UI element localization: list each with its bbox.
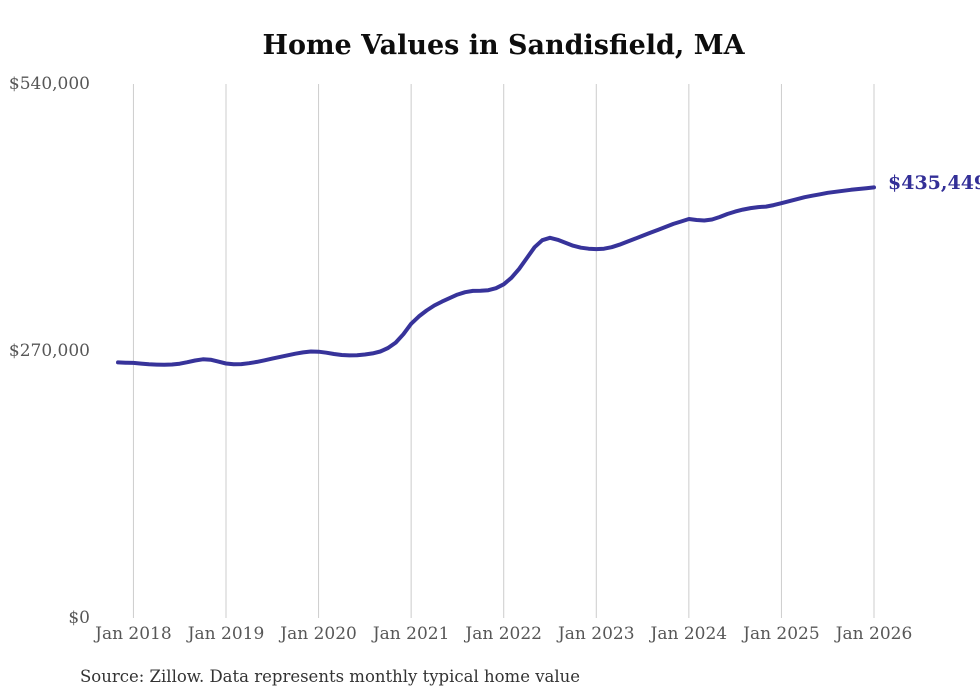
x-tick-label: Jan 2022	[465, 624, 542, 644]
x-tick-label: Jan 2023	[557, 624, 635, 644]
x-tick-label: Jan 2021	[372, 624, 450, 644]
y-tick-label: $270,000	[8, 341, 90, 361]
y-tick-label: $0	[68, 608, 90, 628]
home-value-line	[116, 185, 876, 367]
x-tick-label: Jan 2019	[187, 624, 265, 644]
x-tick-label: Jan 2025	[743, 624, 820, 644]
source-note: Source: Zillow. Data represents monthly …	[80, 667, 581, 686]
x-tick-label: Jan 2026	[835, 624, 913, 644]
x-tick-label: Jan 2018	[95, 624, 172, 644]
y-tick-label: $540,000	[8, 74, 90, 94]
chart-title: Home Values in Sandisfield, MA	[262, 30, 745, 61]
end-value-label: $435,449	[888, 172, 980, 195]
x-tick-label: Jan 2020	[280, 624, 357, 644]
x-tick-label: Jan 2024	[650, 624, 728, 644]
